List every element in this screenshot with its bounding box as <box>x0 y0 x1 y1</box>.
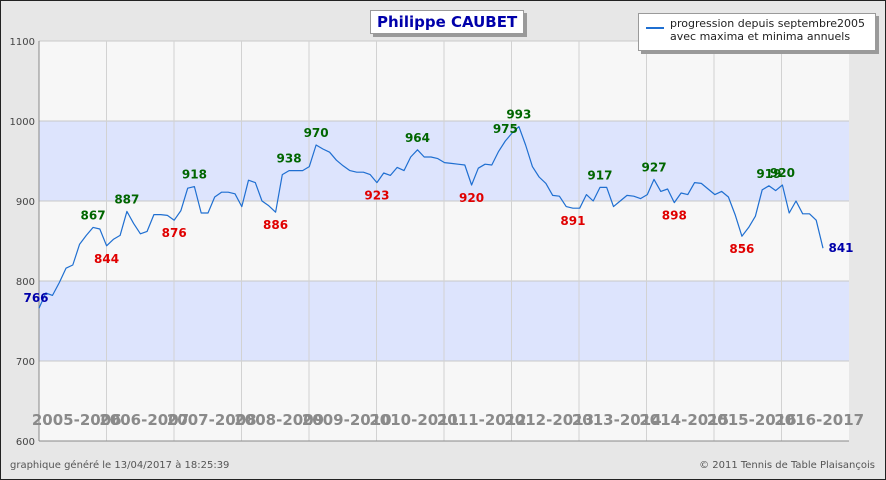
annotation-current-766: 766 <box>23 291 48 305</box>
annotation-min-876: 876 <box>162 226 187 240</box>
annotation-max-938: 938 <box>277 152 302 166</box>
annotation-max-970: 970 <box>304 126 329 140</box>
y-tick-900: 900 <box>16 197 35 208</box>
y-tick-800: 800 <box>16 277 35 288</box>
annotation-max-919: 919 <box>756 167 781 181</box>
annotation-max-964: 964 <box>405 131 430 145</box>
season-label-2015-2016: 2015-2016 <box>707 411 797 429</box>
annotation-min-856: 856 <box>729 242 754 256</box>
legend-line-2: avec maxima et minima annuels <box>670 30 851 43</box>
legend: progression depuis septembre2005 avec ma… <box>638 13 876 51</box>
annotation-max-917: 917 <box>587 168 612 182</box>
annotation-min-920: 920 <box>459 191 484 205</box>
season-label-2008-2009: 2008-2009 <box>234 411 324 429</box>
annotation-min-844: 844 <box>94 252 119 266</box>
annotation-max-867: 867 <box>81 208 106 222</box>
annotation-min-886: 886 <box>263 218 288 232</box>
annotation-current-841: 841 <box>828 241 853 255</box>
season-label-2016-2017: 2016-2017 <box>774 411 864 429</box>
y-tick-700: 700 <box>16 357 35 368</box>
season-label-2009-2010: 2009-2010 <box>302 411 392 429</box>
y-tick-1000: 1000 <box>10 117 35 128</box>
copyright: © 2011 Tennis de Table Plaisançois <box>699 460 875 471</box>
season-label-2006-2007: 2006-2007 <box>99 411 189 429</box>
generated-timestamp: graphique généré le 13/04/2017 à 18:25:3… <box>10 460 230 471</box>
annotation-max-993: 993 <box>506 108 531 122</box>
y-tick-600: 600 <box>16 437 35 448</box>
season-label-2013-2014: 2013-2014 <box>572 411 662 429</box>
season-label-2007-2008: 2007-2008 <box>167 411 257 429</box>
season-label-2005-2006: 2005-2006 <box>32 411 122 429</box>
annotation-max-918: 918 <box>182 168 207 182</box>
legend-line-1: progression depuis septembre2005 <box>670 17 866 30</box>
season-label-2012-2013: 2012-2013 <box>504 411 594 429</box>
season-label-2010-2011: 2010-2011 <box>369 411 459 429</box>
y-tick-1100: 1100 <box>10 37 35 48</box>
series-line <box>38 125 824 309</box>
annotation-max-920: 920 <box>770 166 795 180</box>
season-label-2011-2012: 2011-2012 <box>437 411 527 429</box>
season-label-2014-2015: 2014-2015 <box>639 411 729 429</box>
annotation-min-923: 923 <box>364 189 389 203</box>
chart-title: Philippe CAUBET <box>370 10 525 34</box>
annotation-max-975: 975 <box>493 122 518 136</box>
annotation-min-898: 898 <box>662 209 687 223</box>
annotation-min-891: 891 <box>560 214 585 228</box>
annotation-max-927: 927 <box>642 160 667 174</box>
legend-swatch <box>646 27 664 29</box>
annotation-max-887: 887 <box>114 192 139 206</box>
